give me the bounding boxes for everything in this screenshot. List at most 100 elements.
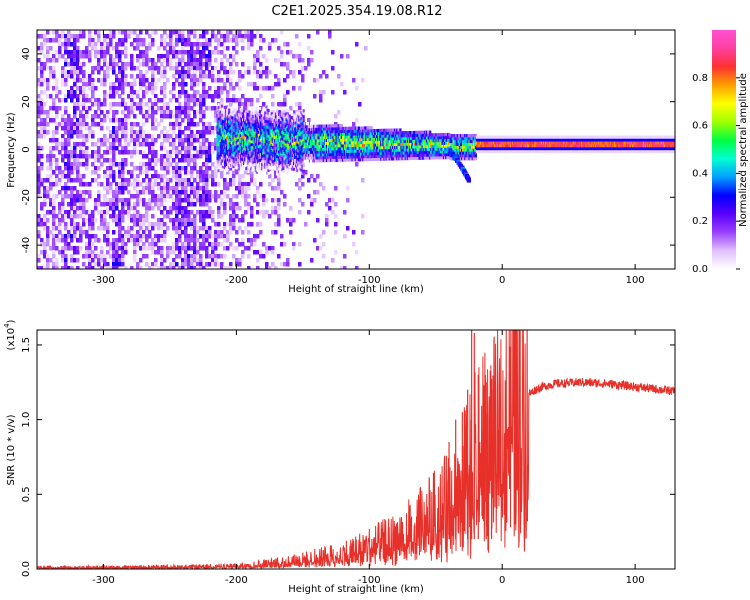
spectrogram-cell: [121, 246, 125, 251]
spectrogram-cell: [256, 186, 260, 191]
spectrogram-cell: [253, 58, 257, 63]
spectrogram-cell: [199, 130, 203, 135]
spectrogram-cell: [127, 82, 131, 87]
spectrogram-cell: [169, 142, 173, 147]
spectrogram-cell: [187, 134, 191, 139]
spectrogram-cell: [190, 226, 194, 231]
spectrogram-cell: [241, 46, 245, 51]
spectrogram-cell: [58, 170, 62, 175]
spectrogram-cell: [190, 46, 194, 51]
spectrogram-cell: [67, 142, 71, 147]
spectrogram-cell: [211, 98, 215, 103]
spectrogram-cell: [55, 94, 59, 99]
spectrogram-cell: [160, 86, 164, 91]
spectrogram-cell: [160, 262, 164, 267]
spectrogram-cell: [73, 126, 77, 131]
spectrogram-cell: [187, 62, 191, 67]
spectrogram-cell: [73, 166, 77, 171]
spectrogram-cell: [139, 70, 143, 75]
spectrogram-cell: [121, 162, 125, 167]
spectrogram-cell: [220, 230, 224, 235]
spectrogram-cell: [52, 134, 56, 139]
spectrogram-cell: [304, 170, 308, 175]
spectrogram-cell: [136, 46, 140, 51]
spectrogram-cell: [259, 182, 263, 187]
spectrogram-cell: [73, 114, 77, 119]
spectrogram-cell: [37, 94, 41, 99]
spectrogram-cell: [130, 214, 134, 219]
spectrogram-cell: [37, 182, 41, 187]
spectrogram-cell: [43, 122, 47, 127]
spectrogram-cell: [49, 138, 53, 143]
spectrogram-cell: [70, 66, 74, 71]
spectrogram-cell: [301, 74, 305, 79]
spectrogram-cell: [169, 122, 173, 127]
spectrogram-cell: [187, 258, 191, 263]
spectrogram-cell: [55, 214, 59, 219]
spectrogram-cell: [172, 54, 176, 59]
spectrogram-cell: [302, 114, 305, 119]
spectrogram-cell: [163, 230, 167, 235]
spectrogram-cell: [121, 210, 125, 215]
spectrogram-cell: [283, 94, 287, 99]
spectrogram-cell: [40, 166, 44, 171]
spectrogram-cell: [46, 110, 50, 115]
spectrogram-cell: [121, 86, 125, 91]
spectrogram-cell: [79, 54, 83, 59]
spectrogram-cell: [97, 58, 101, 63]
spectrogram-cell: [55, 238, 59, 243]
spectrogram-cell: [214, 170, 218, 175]
spectrogram-cell: [247, 186, 251, 191]
spectrogram-cell: [112, 30, 116, 35]
spectrogram-cell: [139, 98, 143, 103]
spectrogram-cell: [49, 202, 53, 207]
spectrogram-cell: [118, 42, 122, 47]
spectrogram-cell: [229, 78, 233, 83]
spectrogram-cell: [232, 164, 235, 169]
spectrogram-cell: [76, 170, 80, 175]
spectrogram-cell: [193, 146, 197, 151]
spectrogram-cell: [136, 102, 140, 107]
spectrogram-cell: [169, 206, 173, 211]
spectrogram-cell: [205, 262, 209, 267]
spectrogram-cell: [196, 102, 200, 107]
spectrogram-cell: [288, 111, 291, 115]
spectrogram-cell: [286, 218, 290, 223]
spectrogram-cell: [181, 38, 185, 43]
spectrogram-cell: [166, 102, 170, 107]
spectrogram-cell: [70, 238, 74, 243]
spectrogram-cell: [247, 106, 250, 111]
spectrogram-cell: [178, 222, 182, 227]
spectrogram-cell: [118, 226, 122, 231]
spectrogram-cell: [160, 258, 164, 263]
spectrogram-cell: [85, 154, 89, 159]
spectrogram-cell: [199, 166, 203, 171]
spectrogram-cell: [252, 111, 255, 116]
spectrogram-cell: [88, 50, 92, 55]
spectrogram-cell: [199, 214, 203, 219]
spectrogram-cell: [220, 202, 224, 207]
spectrogram-cell: [97, 50, 101, 55]
spectrogram-cell: [106, 166, 110, 171]
spectrogram-cell: [190, 190, 194, 195]
spectrogram-cell: [172, 166, 176, 171]
spectrogram-cell: [205, 226, 209, 231]
spectrogram-cell: [58, 122, 62, 127]
spectrogram-cell: [82, 34, 86, 39]
spectrogram-cell: [252, 109, 255, 113]
spectrogram-cell: [58, 202, 62, 207]
spectrogram-cell: [223, 86, 227, 91]
spectrogram-cell: [241, 250, 245, 255]
spectrogram-cell: [169, 98, 173, 103]
spectrogram-cell: [220, 198, 224, 203]
spectrogram-cell: [139, 218, 143, 223]
spectrogram-cell: [250, 174, 254, 179]
spectrogram-cell: [163, 194, 167, 199]
spectrogram-cell: [139, 42, 143, 47]
spectrogram-cell: [76, 206, 80, 211]
spectrogram-cell: [217, 242, 221, 247]
spectrogram-cell: [61, 154, 65, 159]
spectrogram-cell: [232, 254, 236, 259]
spectrogram-cell: [296, 111, 299, 115]
spectrogram-cell: [163, 110, 167, 115]
